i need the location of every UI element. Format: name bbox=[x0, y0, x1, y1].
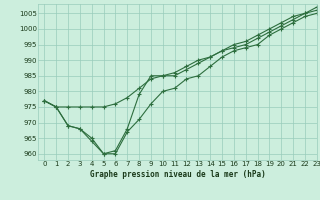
X-axis label: Graphe pression niveau de la mer (hPa): Graphe pression niveau de la mer (hPa) bbox=[90, 170, 266, 179]
